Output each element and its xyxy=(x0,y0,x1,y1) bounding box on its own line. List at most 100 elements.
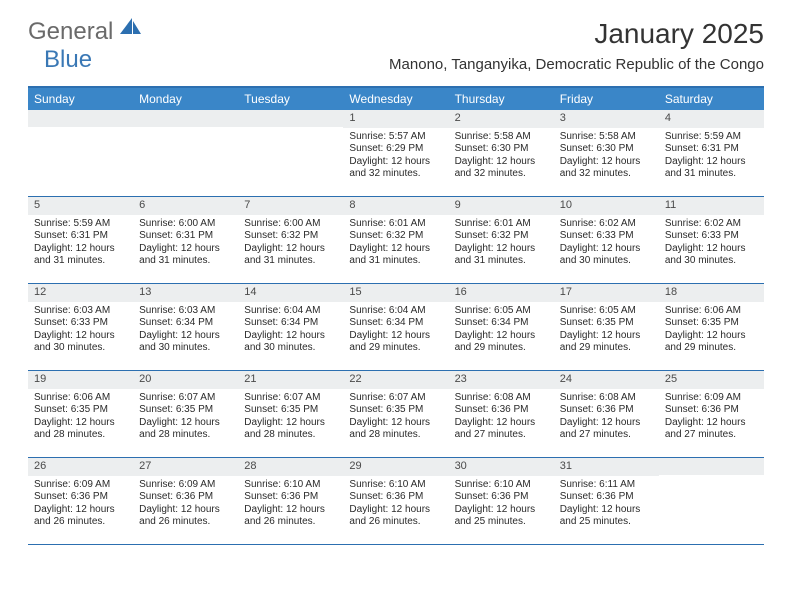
day-cell xyxy=(28,110,133,196)
daylight-line: Daylight: 12 hours and 31 minutes. xyxy=(665,156,758,181)
day-body: Sunrise: 6:10 AMSunset: 6:36 PMDaylight:… xyxy=(238,476,343,533)
day-body: Sunrise: 6:09 AMSunset: 6:36 PMDaylight:… xyxy=(28,476,133,533)
day-number: 3 xyxy=(554,110,659,128)
week-row: 5Sunrise: 5:59 AMSunset: 6:31 PMDaylight… xyxy=(28,197,764,284)
sunset-line: Sunset: 6:31 PM xyxy=(34,230,127,243)
day-body: Sunrise: 6:04 AMSunset: 6:34 PMDaylight:… xyxy=(238,302,343,359)
sunrise-line: Sunrise: 6:10 AM xyxy=(455,479,548,492)
day-body: Sunrise: 6:09 AMSunset: 6:36 PMDaylight:… xyxy=(659,389,764,446)
sunrise-line: Sunrise: 5:59 AM xyxy=(34,218,127,231)
day-number: 8 xyxy=(343,197,448,215)
dow-thursday: Thursday xyxy=(449,88,554,110)
day-body: Sunrise: 6:01 AMSunset: 6:32 PMDaylight:… xyxy=(343,215,448,272)
day-cell: 13Sunrise: 6:03 AMSunset: 6:34 PMDayligh… xyxy=(133,284,238,370)
daylight-line: Daylight: 12 hours and 26 minutes. xyxy=(34,504,127,529)
sunrise-line: Sunrise: 6:11 AM xyxy=(560,479,653,492)
sunrise-line: Sunrise: 6:03 AM xyxy=(139,305,232,318)
day-body: Sunrise: 6:00 AMSunset: 6:32 PMDaylight:… xyxy=(238,215,343,272)
day-body: Sunrise: 6:08 AMSunset: 6:36 PMDaylight:… xyxy=(554,389,659,446)
day-number: 28 xyxy=(238,458,343,476)
day-body: Sunrise: 6:00 AMSunset: 6:31 PMDaylight:… xyxy=(133,215,238,272)
day-cell: 24Sunrise: 6:08 AMSunset: 6:36 PMDayligh… xyxy=(554,371,659,457)
day-cell: 20Sunrise: 6:07 AMSunset: 6:35 PMDayligh… xyxy=(133,371,238,457)
day-number: 17 xyxy=(554,284,659,302)
daylight-line: Daylight: 12 hours and 27 minutes. xyxy=(455,417,548,442)
day-cell: 15Sunrise: 6:04 AMSunset: 6:34 PMDayligh… xyxy=(343,284,448,370)
sunset-line: Sunset: 6:29 PM xyxy=(349,143,442,156)
day-cell: 8Sunrise: 6:01 AMSunset: 6:32 PMDaylight… xyxy=(343,197,448,283)
daylight-line: Daylight: 12 hours and 30 minutes. xyxy=(34,330,127,355)
daylight-line: Daylight: 12 hours and 31 minutes. xyxy=(34,243,127,268)
day-cell: 5Sunrise: 5:59 AMSunset: 6:31 PMDaylight… xyxy=(28,197,133,283)
day-cell: 16Sunrise: 6:05 AMSunset: 6:34 PMDayligh… xyxy=(449,284,554,370)
daylight-line: Daylight: 12 hours and 30 minutes. xyxy=(139,330,232,355)
day-number: 13 xyxy=(133,284,238,302)
logo: General Blue xyxy=(28,18,142,74)
day-body: Sunrise: 6:03 AMSunset: 6:33 PMDaylight:… xyxy=(28,302,133,359)
sunrise-line: Sunrise: 6:02 AM xyxy=(560,218,653,231)
day-body: Sunrise: 6:04 AMSunset: 6:34 PMDaylight:… xyxy=(343,302,448,359)
day-number: 27 xyxy=(133,458,238,476)
day-cell: 27Sunrise: 6:09 AMSunset: 6:36 PMDayligh… xyxy=(133,458,238,544)
sunset-line: Sunset: 6:36 PM xyxy=(349,491,442,504)
day-body: Sunrise: 6:06 AMSunset: 6:35 PMDaylight:… xyxy=(28,389,133,446)
day-number: 4 xyxy=(659,110,764,128)
day-body: Sunrise: 6:03 AMSunset: 6:34 PMDaylight:… xyxy=(133,302,238,359)
day-number: 22 xyxy=(343,371,448,389)
day-number: 1 xyxy=(343,110,448,128)
daylight-line: Daylight: 12 hours and 29 minutes. xyxy=(349,330,442,355)
sunrise-line: Sunrise: 6:05 AM xyxy=(455,305,548,318)
day-cell: 1Sunrise: 5:57 AMSunset: 6:29 PMDaylight… xyxy=(343,110,448,196)
day-body: Sunrise: 6:09 AMSunset: 6:36 PMDaylight:… xyxy=(133,476,238,533)
day-cell: 21Sunrise: 6:07 AMSunset: 6:35 PMDayligh… xyxy=(238,371,343,457)
day-number: 6 xyxy=(133,197,238,215)
day-cell: 31Sunrise: 6:11 AMSunset: 6:36 PMDayligh… xyxy=(554,458,659,544)
day-body: Sunrise: 6:08 AMSunset: 6:36 PMDaylight:… xyxy=(449,389,554,446)
sunset-line: Sunset: 6:32 PM xyxy=(349,230,442,243)
day-cell: 3Sunrise: 5:58 AMSunset: 6:30 PMDaylight… xyxy=(554,110,659,196)
dow-wednesday: Wednesday xyxy=(343,88,448,110)
day-number: 20 xyxy=(133,371,238,389)
sunset-line: Sunset: 6:34 PM xyxy=(244,317,337,330)
daylight-line: Daylight: 12 hours and 25 minutes. xyxy=(455,504,548,529)
day-cell: 23Sunrise: 6:08 AMSunset: 6:36 PMDayligh… xyxy=(449,371,554,457)
sail-icon xyxy=(120,18,142,41)
week-row: 12Sunrise: 6:03 AMSunset: 6:33 PMDayligh… xyxy=(28,284,764,371)
day-number xyxy=(238,110,343,127)
day-number: 9 xyxy=(449,197,554,215)
daylight-line: Daylight: 12 hours and 26 minutes. xyxy=(139,504,232,529)
day-number: 30 xyxy=(449,458,554,476)
day-cell xyxy=(659,458,764,544)
sunset-line: Sunset: 6:36 PM xyxy=(139,491,232,504)
sunset-line: Sunset: 6:34 PM xyxy=(139,317,232,330)
day-cell: 11Sunrise: 6:02 AMSunset: 6:33 PMDayligh… xyxy=(659,197,764,283)
day-cell: 9Sunrise: 6:01 AMSunset: 6:32 PMDaylight… xyxy=(449,197,554,283)
day-body: Sunrise: 5:58 AMSunset: 6:30 PMDaylight:… xyxy=(554,128,659,185)
sunset-line: Sunset: 6:36 PM xyxy=(560,491,653,504)
day-cell: 28Sunrise: 6:10 AMSunset: 6:36 PMDayligh… xyxy=(238,458,343,544)
day-number xyxy=(133,110,238,127)
sunrise-line: Sunrise: 6:05 AM xyxy=(560,305,653,318)
daylight-line: Daylight: 12 hours and 28 minutes. xyxy=(34,417,127,442)
sunset-line: Sunset: 6:34 PM xyxy=(455,317,548,330)
day-cell: 7Sunrise: 6:00 AMSunset: 6:32 PMDaylight… xyxy=(238,197,343,283)
day-body: Sunrise: 6:07 AMSunset: 6:35 PMDaylight:… xyxy=(133,389,238,446)
week-row: 26Sunrise: 6:09 AMSunset: 6:36 PMDayligh… xyxy=(28,458,764,545)
day-cell: 4Sunrise: 5:59 AMSunset: 6:31 PMDaylight… xyxy=(659,110,764,196)
dow-monday: Monday xyxy=(133,88,238,110)
sunset-line: Sunset: 6:30 PM xyxy=(560,143,653,156)
week-row: 19Sunrise: 6:06 AMSunset: 6:35 PMDayligh… xyxy=(28,371,764,458)
day-number: 18 xyxy=(659,284,764,302)
dow-sunday: Sunday xyxy=(28,88,133,110)
day-body: Sunrise: 6:05 AMSunset: 6:34 PMDaylight:… xyxy=(449,302,554,359)
sunrise-line: Sunrise: 6:09 AM xyxy=(34,479,127,492)
day-cell: 22Sunrise: 6:07 AMSunset: 6:35 PMDayligh… xyxy=(343,371,448,457)
daylight-line: Daylight: 12 hours and 28 minutes. xyxy=(349,417,442,442)
day-number: 23 xyxy=(449,371,554,389)
day-body: Sunrise: 5:57 AMSunset: 6:29 PMDaylight:… xyxy=(343,128,448,185)
daylight-line: Daylight: 12 hours and 26 minutes. xyxy=(349,504,442,529)
daylight-line: Daylight: 12 hours and 27 minutes. xyxy=(560,417,653,442)
day-cell: 14Sunrise: 6:04 AMSunset: 6:34 PMDayligh… xyxy=(238,284,343,370)
sunset-line: Sunset: 6:34 PM xyxy=(349,317,442,330)
sunset-line: Sunset: 6:35 PM xyxy=(560,317,653,330)
